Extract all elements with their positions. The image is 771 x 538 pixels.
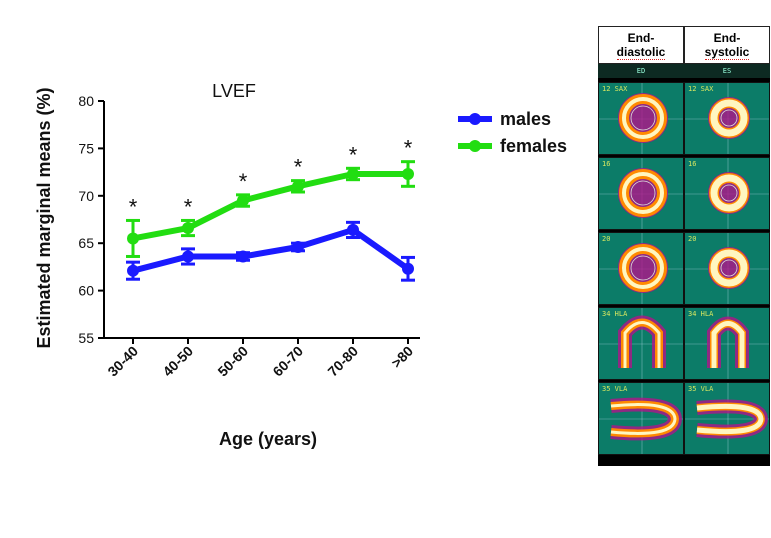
series-males — [126, 220, 415, 282]
y-tick-label: 75 — [78, 140, 94, 156]
header-end-systolic: End- systolic — [684, 26, 770, 64]
spect-slice-image — [599, 158, 683, 229]
header-end-diastolic: End- diastolic — [598, 26, 684, 64]
spect-slice-image — [685, 308, 769, 379]
spect-slice-image — [599, 83, 683, 154]
males-line — [132, 226, 410, 274]
header-end-systolic-label: End- systolic — [704, 30, 750, 60]
significance-star: * — [294, 155, 303, 180]
spect-image-panel: End- diastolic End- systolic ED ES 12 SA… — [598, 26, 770, 466]
spect-slice: 12 SAX — [598, 82, 684, 155]
slice-label: 20 — [602, 235, 611, 243]
y-tick-label: 60 — [78, 283, 94, 299]
spect-slice: 35 VLA — [684, 382, 770, 455]
significance-star: * — [184, 194, 193, 219]
x-tick-label: 70-80 — [324, 343, 361, 380]
females-point — [292, 180, 304, 193]
series-females — [126, 160, 415, 258]
chart-title: LVEF — [212, 81, 256, 101]
slice-label: 16 — [602, 160, 611, 168]
subheader-ed: ED — [636, 67, 646, 75]
males-point — [127, 264, 139, 277]
x-tick-label: 50-60 — [214, 343, 251, 380]
slice-label: 20 — [688, 235, 697, 243]
males-point — [237, 250, 249, 263]
spect-slice-image — [685, 158, 769, 229]
spect-slice: 12 SAX — [684, 82, 770, 155]
slice-label: 35 VLA — [688, 385, 714, 393]
slice-label: 34 HLA — [602, 310, 628, 318]
spect-slice: 20 — [598, 232, 684, 305]
lvef-chart: LVEF 55 60 65 70 75 80 30-40 40-50 50-60 60-70 70-… — [34, 81, 567, 449]
spect-slice: 34 HLA — [598, 307, 684, 380]
females-point — [347, 167, 359, 180]
slice-label: 34 HLA — [688, 310, 714, 318]
significance-star: * — [349, 142, 358, 167]
legend-label-males: males — [500, 109, 551, 129]
spect-slice: 16 — [598, 157, 684, 230]
spect-slice: 20 — [684, 232, 770, 305]
males-point — [347, 223, 359, 236]
slice-label: 12 SAX — [602, 85, 628, 93]
legend-label-females: females — [500, 136, 567, 156]
y-tick-label: 80 — [78, 93, 94, 109]
significance-star: * — [404, 136, 413, 161]
females-point — [182, 222, 194, 235]
x-tick-label: 60-70 — [269, 343, 306, 380]
slice-label: 35 VLA — [602, 385, 628, 393]
spect-slice: 35 VLA — [598, 382, 684, 455]
females-line — [132, 170, 408, 242]
slice-label: 16 — [688, 160, 697, 168]
spect-slice-image — [599, 233, 683, 304]
spect-slice: 16 — [684, 157, 770, 230]
y-axis-title: Estimated marginal means (%) — [34, 87, 54, 348]
subheader-es: ES — [722, 67, 732, 75]
header-end-diastolic-label: End- diastolic — [616, 30, 666, 60]
males-point — [402, 262, 414, 275]
females-point — [237, 194, 249, 207]
slice-label: 12 SAX — [688, 85, 714, 93]
females-point — [127, 232, 139, 245]
spect-slice: 34 HLA — [684, 307, 770, 380]
spect-subheader-row: ED ES — [598, 64, 770, 78]
significance-star: * — [239, 169, 248, 194]
spect-slice-image — [685, 383, 769, 454]
y-tick-label: 70 — [78, 188, 94, 204]
spect-slice-image — [599, 308, 683, 379]
legend-marker-males — [469, 113, 481, 125]
x-tick-label: >80 — [388, 343, 416, 371]
females-point — [402, 167, 414, 180]
spect-slice-image — [685, 233, 769, 304]
y-tick-label: 55 — [78, 330, 94, 346]
x-axis-title: Age (years) — [219, 429, 317, 449]
significance-star: * — [129, 194, 138, 219]
spect-slice-image — [685, 83, 769, 154]
spect-header-row: End- diastolic End- systolic — [598, 26, 770, 64]
series-layer: * * * * * * — [126, 136, 415, 282]
chart-legend: males females — [458, 109, 567, 156]
legend-marker-females — [469, 140, 481, 152]
males-point — [292, 240, 304, 253]
x-tick-label: 40-50 — [159, 343, 196, 380]
spect-slice-image — [599, 383, 683, 454]
males-point — [182, 250, 194, 263]
x-tick-label: 30-40 — [104, 343, 141, 380]
y-tick-label: 65 — [78, 235, 94, 251]
